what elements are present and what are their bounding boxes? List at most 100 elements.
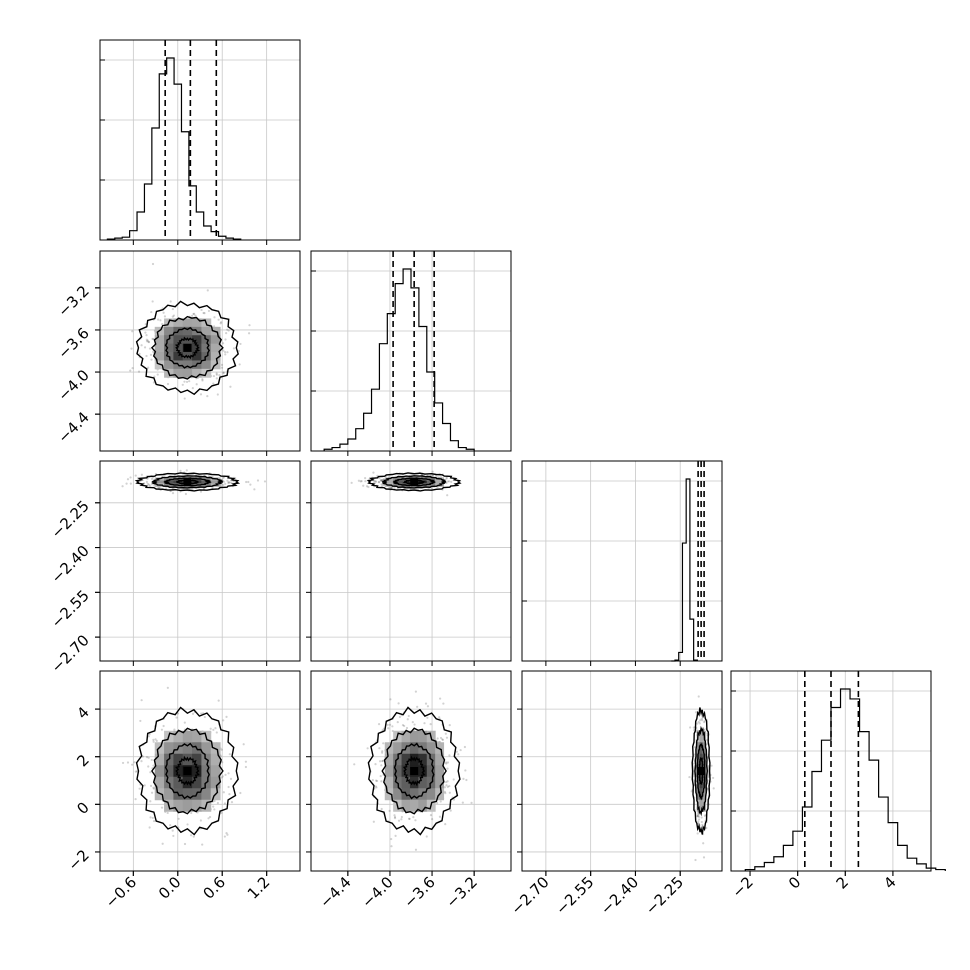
sample-point [147, 341, 151, 344]
sample-point [380, 780, 383, 783]
sample-point [223, 835, 226, 838]
density-cell [201, 483, 212, 487]
density-cell [401, 765, 411, 778]
sample-point [209, 727, 212, 730]
density-cell [201, 742, 212, 755]
density-cell [210, 352, 221, 361]
sample-point [379, 775, 382, 778]
sample-point [213, 808, 216, 811]
sample-point [380, 764, 383, 767]
sample-point [215, 731, 218, 734]
sample-point [439, 736, 443, 740]
peak-cell [410, 767, 419, 775]
sample-point [697, 815, 701, 819]
density-cell [154, 753, 165, 766]
sample-point [378, 481, 381, 484]
sample-point [227, 329, 230, 332]
density-cell [182, 799, 193, 812]
y-tick-label: 0 [73, 798, 92, 817]
sample-point [400, 815, 403, 819]
panel-frame [99, 250, 301, 452]
sample-point [172, 314, 176, 317]
sample-point [222, 719, 225, 722]
joint-panel [95, 460, 301, 666]
density-cell [210, 776, 221, 789]
sample-point [156, 373, 159, 376]
sample-point [185, 380, 189, 384]
sample-point [445, 780, 448, 784]
sample-point [444, 792, 447, 795]
density-cell [393, 765, 403, 778]
density-cell [173, 318, 184, 328]
x-tick-label: −0.6 [102, 873, 140, 911]
sample-point [229, 385, 232, 388]
sample-point [712, 787, 715, 790]
sample-point [230, 481, 233, 484]
sample-point [211, 486, 214, 489]
sample-point [705, 826, 708, 830]
sample-point [414, 819, 417, 822]
sample-point [364, 480, 367, 483]
sample-point [449, 809, 452, 812]
sample-point [247, 480, 250, 484]
density-contour [402, 479, 426, 485]
sample-point [375, 779, 379, 783]
sample-point [203, 715, 206, 719]
sample-point [393, 486, 396, 489]
density-cell [393, 480, 403, 484]
sample-point [446, 785, 449, 789]
joint-panel-content [100, 461, 300, 661]
joint-panel-content [522, 671, 722, 871]
panel-grid [522, 671, 722, 871]
sample-point [223, 350, 227, 354]
sample-point [143, 346, 147, 349]
sample-point [249, 483, 252, 486]
sample-point [387, 727, 390, 730]
sample-point [148, 826, 151, 829]
sample-point [701, 823, 704, 826]
sample-point [397, 819, 401, 822]
density-cell [192, 335, 202, 345]
sample-point [216, 393, 219, 396]
density-cell [201, 326, 212, 336]
histogram-panel [99, 39, 301, 245]
y-tick-label: −3.2 [54, 282, 92, 320]
sample-point [215, 377, 218, 380]
sample-point [200, 308, 203, 312]
density-contour [135, 706, 239, 836]
sample-point [147, 735, 150, 738]
sample-point [448, 480, 451, 483]
sample-point [253, 488, 256, 491]
density-cell [418, 753, 428, 766]
histogram-step [323, 268, 475, 451]
sample-point [150, 310, 153, 314]
sample-point [171, 491, 175, 495]
sample-point [408, 817, 411, 821]
sample-point [194, 314, 197, 317]
sample-point [446, 494, 449, 497]
joint-panel [95, 250, 301, 456]
sample-point [220, 485, 223, 488]
sample-point [146, 339, 149, 342]
sample-point [696, 815, 699, 818]
sample-point [244, 765, 248, 769]
sample-point [697, 820, 700, 823]
sample-point [145, 334, 148, 337]
y-tick-label: −4.4 [54, 408, 92, 446]
sample-point [220, 321, 223, 324]
density-cell [182, 730, 193, 743]
sample-point [360, 479, 363, 483]
density-cell [173, 776, 184, 789]
density-contour [392, 477, 436, 487]
sample-point [149, 816, 152, 819]
sample-point [131, 763, 134, 766]
sample-point [372, 820, 375, 823]
y-tick-label: −2.25 [48, 497, 93, 542]
sample-point [452, 778, 455, 781]
density-contour [163, 477, 212, 487]
density-cell [192, 318, 202, 328]
sample-point [144, 331, 147, 334]
density-cell [164, 360, 174, 370]
sample-point [390, 845, 393, 848]
sample-point [147, 765, 150, 768]
